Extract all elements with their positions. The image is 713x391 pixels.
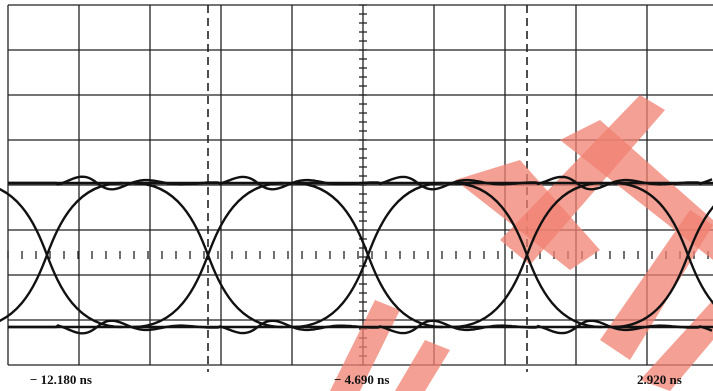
oscilloscope-screen: − 12.180 ns − 4.690 ns 2.920 ns bbox=[0, 0, 713, 391]
x-label: − 12.180 ns bbox=[30, 372, 92, 387]
eye-waveform bbox=[0, 177, 713, 334]
x-label: − 4.690 ns bbox=[334, 372, 389, 387]
page: − 12.180 ns − 4.690 ns 2.920 ns bbox=[0, 0, 713, 391]
x-label: 2.920 ns bbox=[637, 372, 682, 387]
